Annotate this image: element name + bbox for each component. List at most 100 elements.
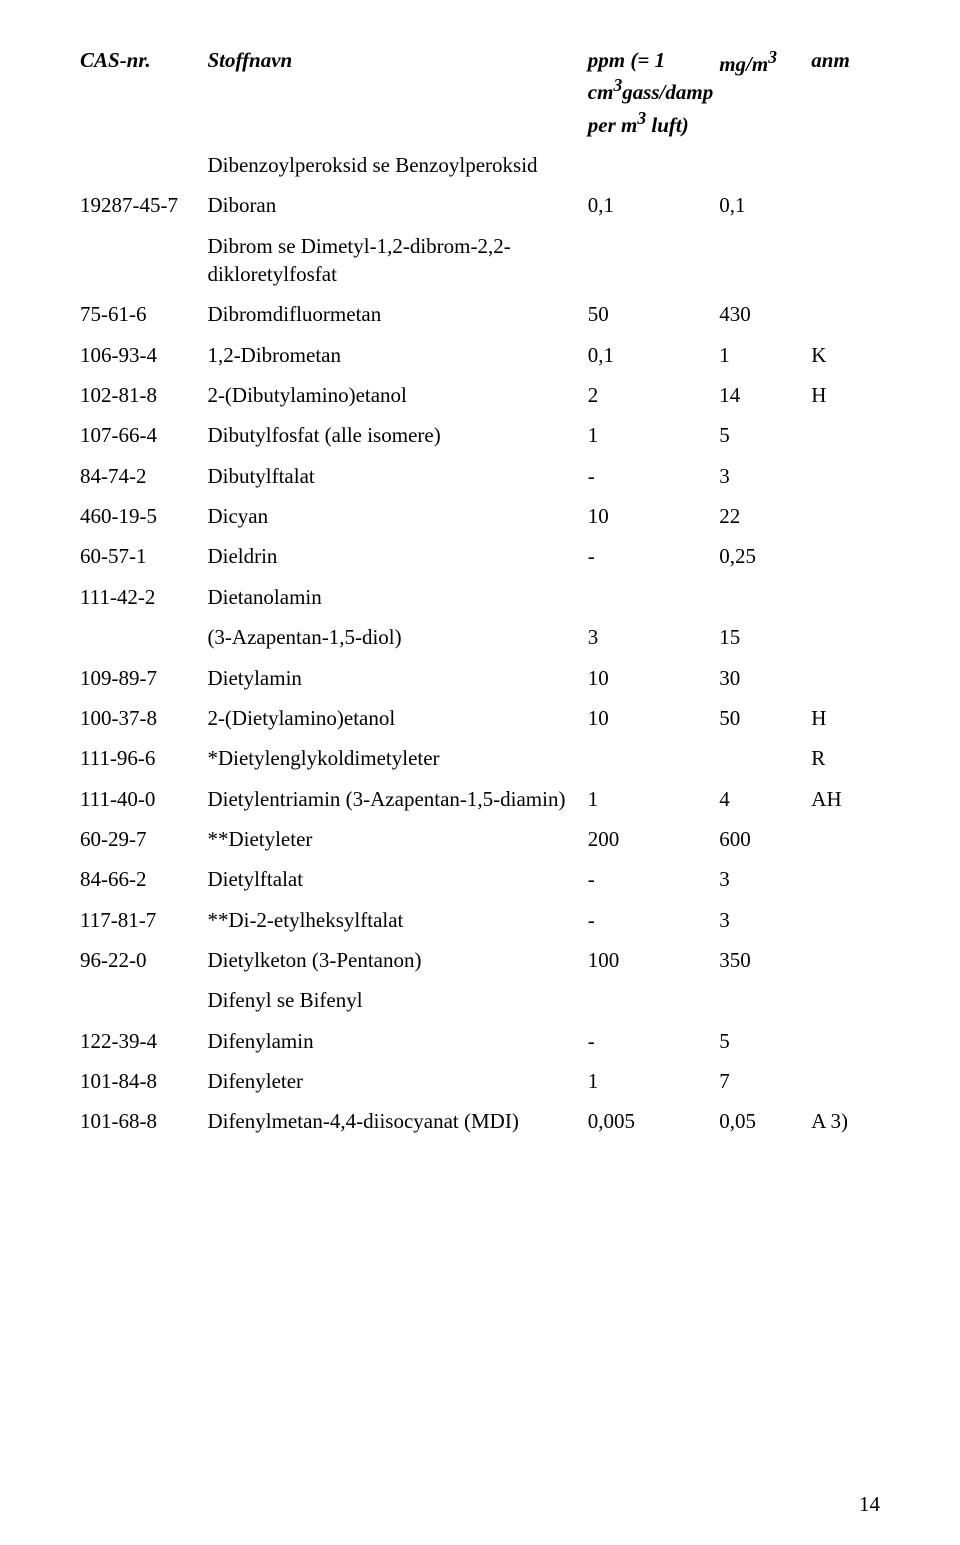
cell-cas: 460-19-5 <box>80 496 207 536</box>
cell-mgm3: 3 <box>719 900 811 940</box>
cell-mgm3: 4 <box>719 779 811 819</box>
ppm-hdr-line1: ppm (= 1 <box>588 48 665 72</box>
cell-ppm: 0,005 <box>588 1101 719 1141</box>
page-number: 14 <box>859 1492 880 1517</box>
cell-anm <box>811 294 880 334</box>
cell-name: Difenylamin <box>207 1021 587 1061</box>
cell-name: Dietylentriamin (3-Azapentan-1,5-diamin) <box>207 779 587 819</box>
page: CAS-nr. Stoffnavn ppm (= 1 cm3gass/damp … <box>0 0 960 1545</box>
cell-mgm3: 1 <box>719 335 811 375</box>
cell-name: Dicyan <box>207 496 587 536</box>
cell-name: Dietylketon (3-Pentanon) <box>207 940 587 980</box>
cell-anm: K <box>811 335 880 375</box>
cell-cas: 111-40-0 <box>80 779 207 819</box>
table-row: 117-81-7**Di-2-etylheksylftalat-3 <box>80 900 880 940</box>
cell-mgm3: 30 <box>719 658 811 698</box>
cell-name: Dibromdifluormetan <box>207 294 587 334</box>
cell-ppm <box>588 577 719 617</box>
cell-ppm <box>588 980 719 1020</box>
table-body: Dibenzoylperoksid se Benzoylperoksid1928… <box>80 145 880 1142</box>
cell-name: 1,2-Dibrometan <box>207 335 587 375</box>
cell-name: Difenyl se Bifenyl <box>207 980 587 1020</box>
cell-cas <box>80 617 207 657</box>
substance-table: CAS-nr. Stoffnavn ppm (= 1 cm3gass/damp … <box>80 40 880 1142</box>
table-row: 75-61-6Dibromdifluormetan50430 <box>80 294 880 334</box>
col-header-ppm: ppm (= 1 cm3gass/damp per m3 luft) <box>588 40 719 145</box>
table-row: 111-40-0Dietylentriamin (3-Azapentan-1,5… <box>80 779 880 819</box>
cell-name: Difenyleter <box>207 1061 587 1101</box>
cell-cas: 109-89-7 <box>80 658 207 698</box>
cell-ppm: 1 <box>588 1061 719 1101</box>
cell-anm <box>811 577 880 617</box>
cell-anm <box>811 900 880 940</box>
cell-mgm3: 3 <box>719 859 811 899</box>
cell-mgm3 <box>719 980 811 1020</box>
cell-ppm: 2 <box>588 375 719 415</box>
table-row: 84-66-2Dietylftalat-3 <box>80 859 880 899</box>
cell-mgm3: 5 <box>719 1021 811 1061</box>
cell-cas: 101-68-8 <box>80 1101 207 1141</box>
table-row: Difenyl se Bifenyl <box>80 980 880 1020</box>
cell-ppm: - <box>588 1021 719 1061</box>
cell-name: (3-Azapentan-1,5-diol) <box>207 617 587 657</box>
cell-name: 2-(Dietylamino)etanol <box>207 698 587 738</box>
ppm-hdr-cm: cm <box>588 80 614 104</box>
cell-ppm: - <box>588 456 719 496</box>
cell-ppm: 10 <box>588 698 719 738</box>
cell-ppm: - <box>588 536 719 576</box>
cell-anm <box>811 617 880 657</box>
cell-anm: AH <box>811 779 880 819</box>
ppm-hdr-luft: luft) <box>646 113 689 137</box>
cell-anm <box>811 980 880 1020</box>
cell-cas: 101-84-8 <box>80 1061 207 1101</box>
cell-mgm3: 14 <box>719 375 811 415</box>
ppm-hdr-perm: per m <box>588 113 638 137</box>
col-header-name: Stoffnavn <box>207 40 587 145</box>
table-header: CAS-nr. Stoffnavn ppm (= 1 cm3gass/damp … <box>80 40 880 145</box>
cell-anm <box>811 940 880 980</box>
cell-ppm <box>588 226 719 295</box>
table-row: 84-74-2Dibutylftalat-3 <box>80 456 880 496</box>
col-header-anm: anm <box>811 40 880 145</box>
cell-anm: A 3) <box>811 1101 880 1141</box>
cell-anm <box>811 226 880 295</box>
cell-mgm3 <box>719 738 811 778</box>
cell-ppm: - <box>588 900 719 940</box>
cell-name: Dibutylfosfat (alle isomere) <box>207 415 587 455</box>
cell-anm <box>811 185 880 225</box>
cell-ppm: 3 <box>588 617 719 657</box>
cell-cas: 84-66-2 <box>80 859 207 899</box>
cell-name: Dietylamin <box>207 658 587 698</box>
cell-mgm3: 0,25 <box>719 536 811 576</box>
cell-cas <box>80 145 207 185</box>
cell-ppm: 0,1 <box>588 335 719 375</box>
cell-anm <box>811 456 880 496</box>
cell-cas: 19287-45-7 <box>80 185 207 225</box>
cell-anm <box>811 1021 880 1061</box>
cell-name: Dietylftalat <box>207 859 587 899</box>
table-row: (3-Azapentan-1,5-diol)315 <box>80 617 880 657</box>
cell-mgm3 <box>719 226 811 295</box>
cell-cas: 106-93-4 <box>80 335 207 375</box>
cell-ppm: 1 <box>588 779 719 819</box>
table-row: 109-89-7Dietylamin1030 <box>80 658 880 698</box>
cell-name: Diboran <box>207 185 587 225</box>
ppm-hdr-sup1: 3 <box>613 75 622 95</box>
cell-anm: H <box>811 698 880 738</box>
cell-mgm3: 7 <box>719 1061 811 1101</box>
mgm3-hdr-text: mg/m <box>719 52 768 76</box>
cell-mgm3: 3 <box>719 456 811 496</box>
cell-name: Dietanolamin <box>207 577 587 617</box>
cell-cas: 100-37-8 <box>80 698 207 738</box>
cell-cas: 107-66-4 <box>80 415 207 455</box>
cell-cas <box>80 226 207 295</box>
table-row: 460-19-5Dicyan1022 <box>80 496 880 536</box>
cell-mgm3 <box>719 145 811 185</box>
table-row: 106-93-41,2-Dibrometan0,11K <box>80 335 880 375</box>
cell-mgm3 <box>719 577 811 617</box>
cell-cas: 84-74-2 <box>80 456 207 496</box>
cell-mgm3: 430 <box>719 294 811 334</box>
cell-name: **Di-2-etylheksylftalat <box>207 900 587 940</box>
ppm-hdr-sup2: 3 <box>637 108 646 128</box>
cell-anm <box>811 819 880 859</box>
